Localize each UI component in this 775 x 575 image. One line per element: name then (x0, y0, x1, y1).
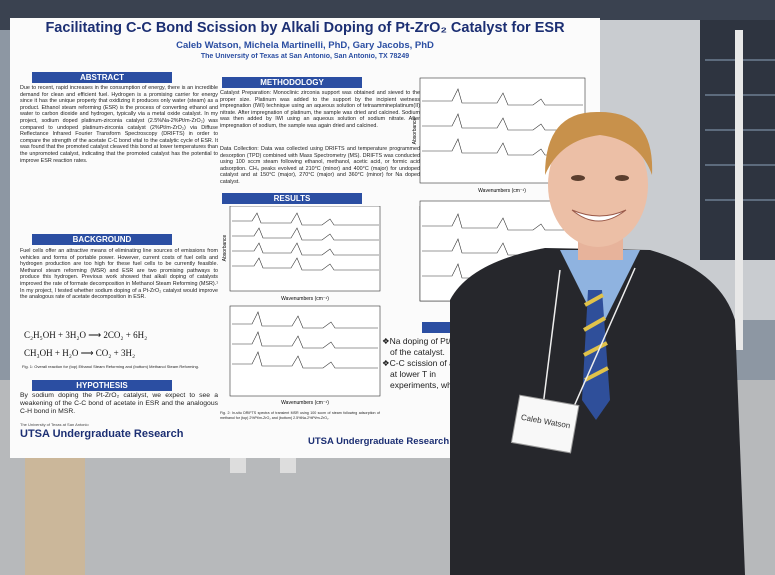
figure-caption: Fig. 2: In-situ DRIFTS spectra of transi… (220, 411, 380, 420)
y-axis-label: Absorbance (222, 234, 228, 261)
conclusions: ❖Na doping of Pt/Z of the catalyst. ❖C-C… (382, 336, 482, 391)
conclusion-line: ❖Na doping of Pt/Z (382, 336, 456, 346)
hypothesis-text: By sodium doping the Pt-ZrO₂ catalyst, w… (20, 392, 218, 415)
methodology-text: Catalyst Preparation: Monoclinic zirconi… (220, 90, 420, 129)
conclusion-line: at lower T in (390, 369, 436, 379)
abstract-text: Due to recent, rapid increases in the co… (20, 85, 218, 164)
equation: CH₃OH + H₂O ⟶ CO₂ + 3H₂ (24, 348, 136, 358)
section-heading: HYPOTHESIS (32, 380, 172, 391)
background-text: Fuel cells offer an attractive means of … (20, 248, 218, 301)
footer-logo: UTSA Undergraduate Research & (308, 436, 459, 447)
section-heading: ABSTRACT (32, 72, 172, 83)
methodology-text: Data Collection: Data was collected usin… (220, 146, 420, 185)
conclusion-line: experiments, wh (390, 380, 452, 390)
x-axis-label: Wavenumbers (cm⁻¹) (281, 400, 329, 406)
conclusion-line: of the catalyst. (390, 347, 445, 357)
poster-title: Facilitating C-C Bond Scission by Alkali… (45, 20, 565, 36)
footer-small: The University of Texas at San Antonio (20, 422, 89, 427)
conclusion-line: ❖C-C scission of a (382, 358, 454, 368)
authors: Caleb Watson, Michela Martinelli, PhD, G… (176, 40, 434, 51)
section-heading: RESULTS (222, 193, 362, 204)
section-heading: METHODOLOGY (222, 77, 362, 88)
x-axis-label: Wavenumbers (cm⁻¹) (478, 188, 526, 194)
affiliation: The University of Texas at San Antonio, … (200, 53, 410, 60)
x-axis-label: Wavenumbers (cm⁻¹) (281, 296, 329, 302)
y-axis-label: Absorbance (412, 117, 418, 144)
figure-caption: Fig. 1: Overall reaction for (top) Ethan… (22, 364, 199, 369)
equation: C₂H₅OH + 3H₂O ⟶ 2CO₂ + 6H₂ (24, 330, 148, 340)
section-heading: BACKGROUND (32, 234, 172, 245)
footer-logo: UTSA Undergraduate Research (20, 428, 184, 440)
